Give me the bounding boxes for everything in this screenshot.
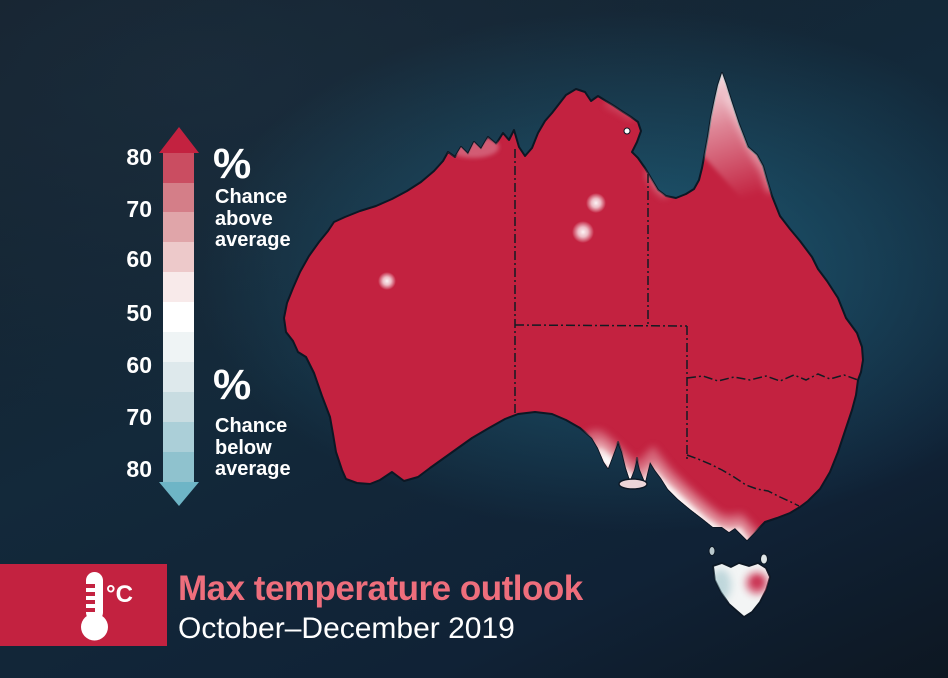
- chance-above-line2: above: [215, 207, 273, 230]
- scale-arrow-below: [159, 482, 199, 506]
- scale-tick-60-above: 60: [126, 246, 152, 272]
- mainland-shape: [283, 72, 864, 541]
- percent-below-symbol: %: [213, 361, 252, 409]
- chance-below-line2: below: [215, 436, 272, 459]
- temperature-unit-box: °C: [0, 564, 167, 646]
- island-dot: [623, 127, 631, 135]
- scale-tick-50: 50: [126, 300, 152, 326]
- chance-below-line3: average: [215, 458, 291, 480]
- chance-below-line1: Chance: [215, 415, 288, 437]
- scale-tick-70-below: 70: [126, 404, 152, 430]
- state-borders: [514, 149, 859, 507]
- flinders-island: [760, 553, 768, 565]
- scale-arrow-above: [159, 127, 199, 153]
- scale-tick-70-above: 70: [126, 196, 152, 222]
- scale-tick-60-below: 60: [126, 352, 152, 378]
- celsius-label: °C: [106, 581, 133, 608]
- chance-above-label: Chance above average: [215, 186, 291, 252]
- chance-above-line1: Chance: [215, 186, 288, 208]
- kangaroo-island: [618, 478, 648, 490]
- period-subtitle: October–December 2019: [178, 612, 515, 645]
- chance-above-line3: average: [215, 229, 291, 251]
- percent-above-symbol: %: [213, 140, 252, 188]
- chance-below-label: Chance below average: [215, 415, 291, 481]
- scale-tick-80-below: 80: [126, 456, 152, 482]
- king-island: [708, 546, 716, 556]
- thermometer-icon: [81, 572, 108, 641]
- probability-scale: [159, 127, 199, 506]
- page-title: Max temperature outlook: [178, 569, 583, 608]
- scale-tick-80-above: 80: [126, 144, 152, 170]
